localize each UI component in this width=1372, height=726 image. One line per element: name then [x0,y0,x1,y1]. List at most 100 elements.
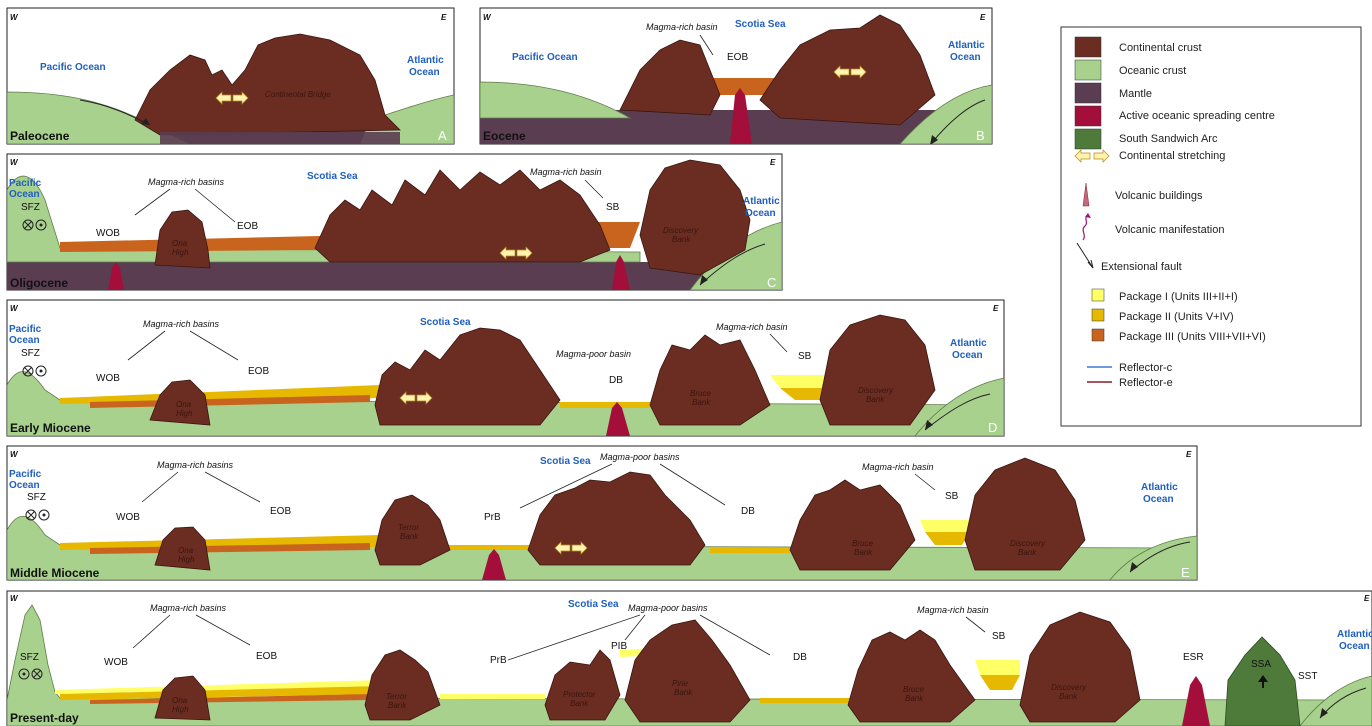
atlantic-ocean-label-2: Ocean [1143,494,1174,505]
legend-label: Reflector-c [1119,362,1173,374]
east-label: E [1364,594,1370,603]
magma-rich-basins-note: Magma-rich basins [157,460,234,470]
epoch-label: Eocene [483,129,526,143]
magma-rich-basin-note: Magma-rich basin [917,605,989,615]
panel-c-oligocene: W E Pacific Ocean SFZ Scotia Sea Atlanti… [6,153,783,291]
panel-letter: C [767,275,776,290]
discovery-bank-label: Discovery [663,226,699,235]
continental-bridge-label: Continental Bridge [265,90,331,99]
discovery-bank-label: Discovery [1010,539,1046,548]
pacific-ocean-label: Pacific Ocean [40,62,106,73]
panel-d-early-miocene: W E Pacific Ocean SFZ Scotia Sea Atlanti… [6,299,1005,437]
panel-letter: A [438,128,447,143]
magma-rich-basin-note: Magma-rich basin [862,462,934,472]
east-label: E [980,13,986,22]
magma-rich-basins-note: Magma-rich basins [143,319,220,329]
atlantic-ocean-label: Atlantic [407,55,444,66]
panel-a-paleocene: W E Pacific Ocean Atlantic Ocean Contine… [6,7,455,145]
epoch-label: Present-day [10,711,79,725]
scotia-sea-label: Scotia Sea [568,599,619,610]
pacific-ocean-label: Pacific Ocean [512,52,578,63]
atlantic-ocean-label-2: Ocean [952,350,983,361]
bruce-bank-label-2: Bank [692,398,711,407]
west-label: W [483,13,492,22]
magma-poor-basins-note: Magma-poor basins [600,452,680,462]
magma-rich-basin-note: Magma-rich basin [716,322,788,332]
panel-letter: B [976,128,985,143]
legend-label: Mantle [1119,88,1152,100]
volcanic-manifestation-icon [1082,214,1089,241]
eob-label: EOB [256,651,277,662]
magma-rich-basin-note: Magma-rich basin [646,22,718,32]
sb-label: SB [945,491,959,502]
legend-swatch-continental-crust [1074,36,1102,58]
magma-rich-basins-note: Magma-rich basins [148,177,225,187]
magma-rich-basin-note: Magma-rich basin [530,167,602,177]
pacific-ocean-label: Pacific [9,324,42,335]
scotia-sea-label: Scotia Sea [307,171,358,182]
eob-label: EOB [270,506,291,517]
prb-label: PrB [484,512,501,523]
prb-label: PrB [490,655,507,666]
west-label: W [10,594,19,603]
terror-bank-label: Terror [386,692,407,701]
legend-label: Package I (Units III+II+I) [1119,291,1238,303]
west-label: W [10,13,19,22]
uplift-arrow-icon [1258,675,1268,688]
sst-label: SST [1298,671,1317,682]
legend-label: Extensional fault [1101,261,1182,273]
panel-b-eocene: W E Pacific Ocean Scotia Sea Atlantic Oc… [479,7,993,145]
ona-high-label: Ona [176,400,192,409]
discovery-bank-label-2: Bank [1018,548,1037,557]
db-label: DB [609,375,623,386]
atlantic-ocean-label-2: Ocean [950,52,981,63]
pacific-ocean-label-2: Ocean [9,480,40,491]
epoch-label: Oligocene [10,276,68,290]
bruce-bank-label-2: Bank [905,694,924,703]
terror-bank-label-2: Bank [388,701,407,710]
atlantic-ocean-label: Atlantic [948,40,985,51]
terror-bank-label-2: Bank [400,532,419,541]
sfz-label: SFZ [21,348,40,359]
ssa-label: SSA [1251,659,1271,670]
discovery-bank-label: Discovery [1051,683,1087,692]
legend-swatch-package-3 [1091,328,1105,342]
eob-label: EOB [248,366,269,377]
pirie-bank-label-2: Bank [674,688,693,697]
sb-label: SB [798,351,812,362]
atlantic-ocean-label: Atlantic [1337,629,1372,640]
volcanic-building-icon [1082,182,1090,207]
legend-label: Volcanic manifestation [1115,224,1224,236]
legend-label: South Sandwich Arc [1119,133,1218,145]
protector-bank-label-2: Bank [570,699,589,708]
atlantic-ocean-label: Atlantic [743,196,780,207]
east-label: E [770,158,776,167]
ona-high-label-2: High [172,248,189,257]
ona-high-label: Ona [178,546,194,555]
eob-label: EOB [727,52,748,63]
panel-f-present-day: W E SFZ Scotia Sea Atlantic Ocean Magma-… [6,590,1372,726]
legend-swatch-oceanic-crust [1074,59,1102,81]
west-label: W [10,158,19,167]
wob-label: WOB [104,657,128,668]
sfz-strike-slip-symbols [25,509,50,521]
panel-e-middle-miocene: W E Pacific Ocean SFZ Scotia Sea Atlanti… [6,445,1198,581]
sfz-strike-slip-symbols [22,365,47,377]
epoch-label: Paleocene [10,129,70,143]
sfz-strike-slip-symbols [22,219,47,231]
legend-swatch-south-sandwich-arc [1074,128,1102,150]
sfz-label: SFZ [20,652,39,663]
scotia-sea-label: Scotia Sea [420,317,471,328]
sfz-label: SFZ [21,202,40,213]
magma-rich-basins-note: Magma-rich basins [150,603,227,613]
magma-poor-basins-note: Magma-poor basins [628,603,708,613]
legend-label: Reflector-e [1119,377,1173,389]
legend-label: Active oceanic spreading centre [1119,110,1275,122]
sb-label: SB [992,631,1006,642]
legend-swatch-mantle [1074,82,1102,104]
sb-label: SB [606,202,620,213]
panel-letter: D [988,420,997,435]
esr-label: ESR [1183,652,1204,663]
eob-label: EOB [237,221,258,232]
